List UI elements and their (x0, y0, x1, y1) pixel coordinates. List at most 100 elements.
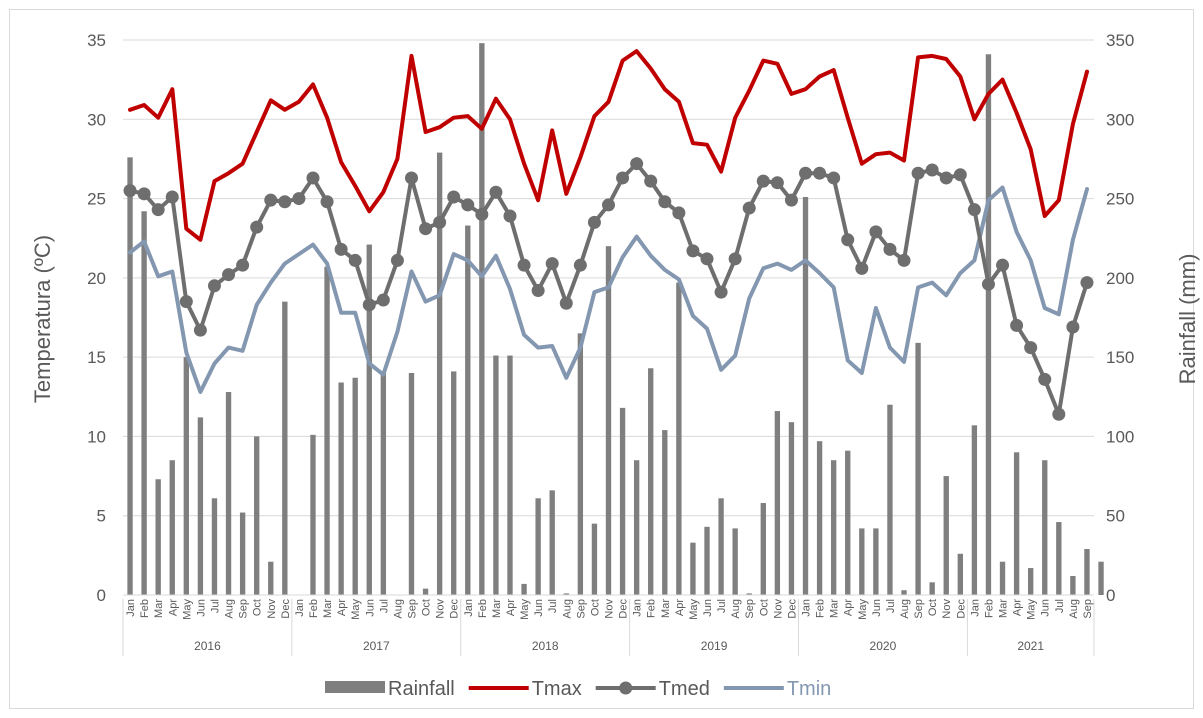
month-tick-label: Sep (407, 599, 419, 619)
rainfall-bar (718, 498, 724, 595)
legend-marker (619, 681, 633, 695)
rainfall-bar (662, 430, 668, 595)
tmed-marker (264, 193, 278, 207)
tmed-marker (447, 190, 461, 204)
month-tick-label: Dec (618, 599, 630, 619)
year-label: 2021 (1017, 639, 1044, 653)
chart-frame (9, 9, 1194, 709)
tmed-marker (222, 268, 236, 282)
year-label: 2016 (194, 639, 221, 653)
right-tick-label: 100 (1106, 427, 1134, 446)
rainfall-bar (268, 561, 274, 595)
rainfall-bar (324, 266, 330, 595)
left-axis-ticks: 0 5 10 15 20 25 30 35 (87, 31, 106, 605)
month-tick-label: Jul (716, 599, 728, 613)
legend-label: Tmax (532, 678, 582, 700)
rainfall-bar (197, 417, 204, 595)
right-tick-label: 50 (1106, 507, 1125, 526)
rainfall-bar (676, 282, 682, 595)
tmed-marker (841, 233, 855, 247)
month-tick-label: Feb (815, 599, 827, 618)
month-tick-label: Oct (421, 599, 433, 616)
tmed-marker (1024, 341, 1038, 355)
rainfall-bar (451, 371, 457, 595)
month-tick-label: Dec (449, 599, 461, 619)
rainfall-bar (760, 503, 766, 595)
tmed-marker (404, 171, 418, 185)
month-tick-label: Aug (392, 599, 404, 619)
tmed-marker (236, 258, 250, 272)
rainfall-bar (422, 588, 429, 595)
tmed-marker (925, 163, 939, 177)
month-tick-label: Nov (772, 599, 784, 619)
tmed-marker (137, 187, 151, 201)
rainfall-bar (211, 498, 218, 595)
left-tick-label: 10 (87, 427, 106, 446)
tmed-marker (151, 203, 165, 217)
month-tick-label: Mar (998, 599, 1010, 618)
tmed-marker (1038, 372, 1052, 386)
rainfall-bar (183, 357, 189, 595)
rainfall-bar (816, 441, 823, 595)
tmed-marker (334, 242, 348, 256)
month-tick-label: Apr (167, 599, 179, 616)
rainfall-bar (1056, 522, 1062, 595)
rainfall-bar (127, 157, 133, 596)
rainfall-bar (577, 333, 584, 595)
tmed-marker (292, 192, 306, 206)
rainfall-bars (127, 43, 1104, 596)
rainfall-bar (859, 528, 865, 595)
month-tick-label: Jul (210, 599, 222, 613)
rainfall-bar (436, 152, 443, 596)
right-tick-label: 250 (1106, 190, 1134, 209)
rainfall-bar (535, 498, 541, 595)
tmed-marker (1010, 318, 1024, 332)
rainfall-bar (155, 479, 161, 595)
month-tick-label: Sep (913, 599, 925, 619)
x-axis: Jan Feb Mar Apr May Jun Jul Aug Sep Oct Nov Dec Jan F… (122, 594, 1095, 656)
month-tick-label: Sep (238, 599, 250, 619)
month-tick-label: Apr (336, 599, 348, 616)
rainfall-bar (225, 392, 232, 595)
tmed-marker (362, 298, 376, 312)
rainfall-bar (282, 301, 288, 595)
month-tick-label: May (857, 599, 869, 620)
rainfall-bar (141, 211, 147, 595)
month-tick-label: Jan (294, 599, 306, 617)
tmed-marker (813, 166, 827, 180)
rainfall-bar (479, 43, 485, 595)
tmed-marker (756, 174, 770, 188)
rainfall-bar (1042, 460, 1048, 595)
month-tick-label: Oct (589, 599, 601, 616)
rainfall-bar (690, 542, 696, 595)
tmed-marker (207, 279, 221, 293)
tmed-marker (278, 195, 292, 209)
rainfall-bar (732, 528, 738, 595)
rainfall-bar (493, 355, 499, 595)
rainfall-bar (830, 460, 837, 595)
series-line-tmin (128, 185, 1089, 394)
tmed-marker (644, 174, 658, 188)
rainfall-bar (1098, 561, 1104, 595)
tmed-marker (419, 222, 433, 236)
month-tick-label: Nov (941, 599, 953, 619)
month-tick-label: Oct (927, 599, 939, 616)
left-tick-label: 35 (87, 31, 106, 50)
rainfall-bar (746, 593, 752, 595)
rainfall-bar (591, 523, 598, 595)
month-tick-label: Jul (885, 599, 897, 613)
tmed-marker (630, 157, 644, 171)
rainfall-bar (1070, 575, 1076, 595)
rainfall-bar (366, 244, 372, 596)
month-tick-label: Jul (1054, 599, 1066, 613)
right-tick-label: 300 (1106, 110, 1134, 129)
left-tick-label: 25 (87, 190, 106, 209)
tmed-marker (742, 201, 756, 215)
right-tick-label: 200 (1106, 269, 1134, 288)
month-tick-label: Aug (899, 599, 911, 619)
month-tick-label: Feb (139, 599, 151, 618)
right-tick-label: 350 (1106, 31, 1134, 50)
left-axis-label: Temperatura (ºC) (30, 235, 55, 403)
month-tick-label: Mar (153, 599, 165, 618)
